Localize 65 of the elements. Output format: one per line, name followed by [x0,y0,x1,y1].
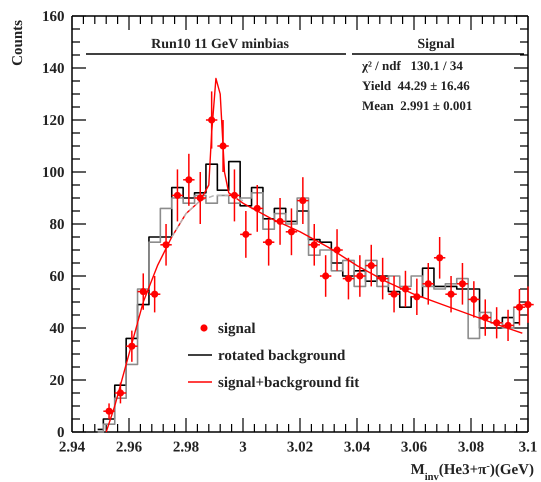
point [458,280,466,288]
point [151,290,158,298]
point [310,241,318,248]
point [288,228,296,236]
y-tick-label: 60 [50,268,64,285]
x-tick-label: 3.04 [344,440,371,456]
legend-label: signal [218,321,256,337]
point [493,319,500,326]
y-tick-label: 40 [50,320,64,337]
x-tick-label: 2.94 [58,440,86,456]
point [516,304,524,311]
y-tick-label: 20 [50,372,64,389]
point [105,408,113,415]
x-tick-label: 3.06 [400,440,428,456]
annotation: Yield 44.29 ± 16.46 [362,78,470,93]
x-axis-title: M$_{inv}$(He3+π$^{-}$)(GeV) [410,460,534,482]
y-tick-label: 100 [42,164,64,181]
y-axis-title: Counts [10,20,26,66]
point [356,272,364,280]
point [368,262,375,270]
point [208,116,216,124]
point [242,230,250,238]
point [162,241,170,248]
point [254,204,261,212]
point [436,254,444,262]
legend-label: rotated background [218,348,346,364]
point [174,192,182,199]
x-tick-label: 3.08 [458,440,484,456]
y-tick-label: 140 [42,60,64,77]
point [524,301,532,308]
line-series [171,194,244,238]
point [116,389,124,397]
annotation: Signal [417,37,455,52]
point [424,280,432,288]
x-tick-label: 3.1 [518,440,538,456]
legend-label: signal+background fit [218,375,360,391]
point [333,246,341,254]
point [470,296,478,303]
point [185,176,192,184]
point [128,342,136,350]
text: Run10 11 GeV minbias [151,37,290,52]
point [230,192,238,199]
point [219,142,227,150]
point [322,272,330,280]
point [196,194,204,202]
point [413,293,420,300]
x-tick-label: 3.02 [286,440,314,456]
y-tick-label: 0 [57,424,64,441]
point [402,285,410,293]
point [299,197,306,204]
annotation: Mean 2.991 ± 0.001 [362,98,472,113]
y-tick-label: 160 [42,8,64,25]
point [482,314,489,322]
line-series [106,78,523,433]
annotation: χ² / ndf 130.1 / 34 [361,58,464,73]
point [379,275,386,282]
point [265,238,272,246]
x-tick-label: 2.98 [172,440,200,456]
x-tick-label: 2.96 [116,440,143,456]
point [390,290,398,298]
point [447,290,455,298]
y-tick-label: 120 [42,112,64,129]
x-tick-label: 3 [239,440,247,456]
y-tick-label: 80 [50,216,64,233]
point [276,218,284,225]
